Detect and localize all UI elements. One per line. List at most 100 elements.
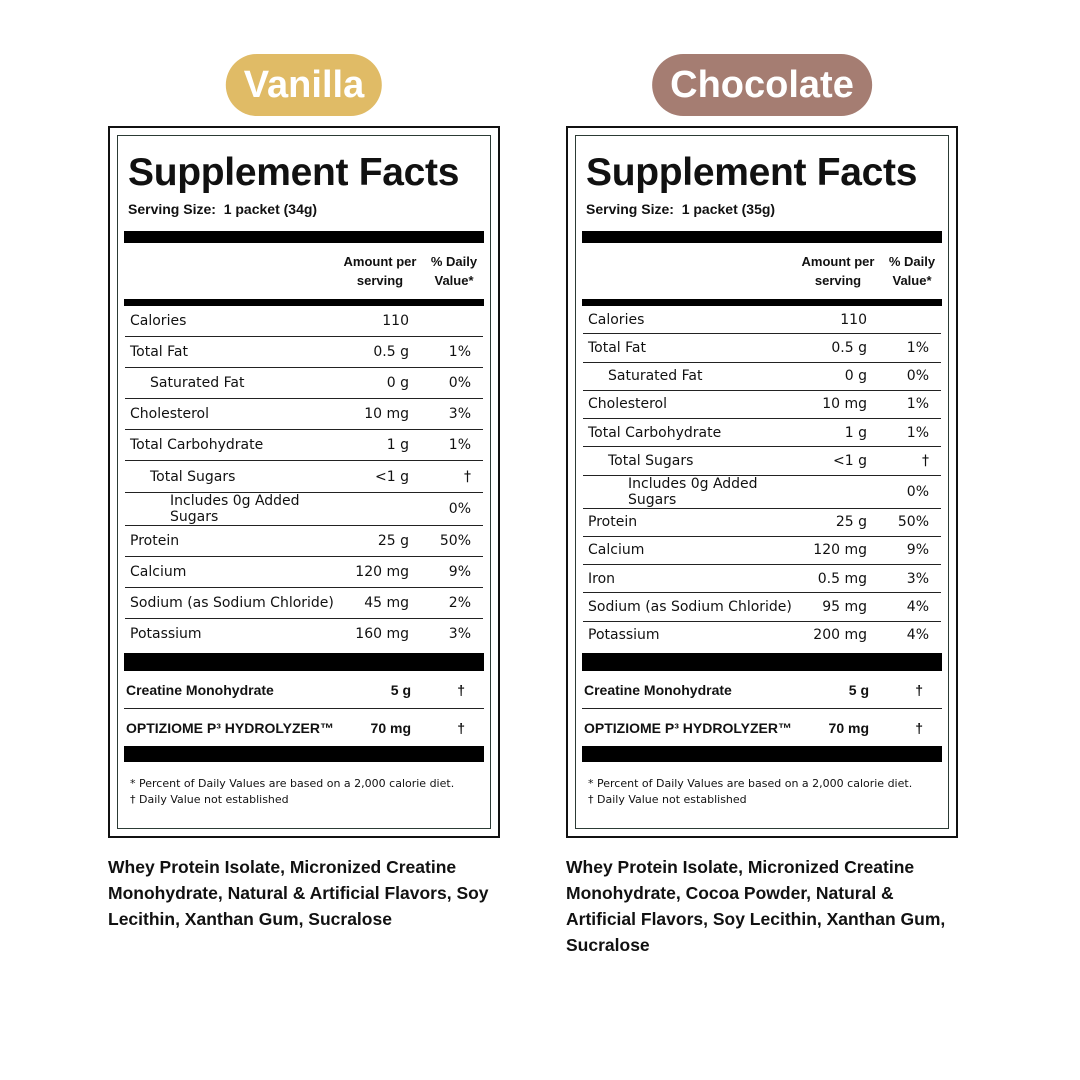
nutrient-dv: 3% xyxy=(906,570,929,587)
nutrient-amount: 1 g xyxy=(844,424,867,441)
nutrient-name: Cholesterol xyxy=(130,406,210,423)
ingredient-name: OPTIZIOME P³ HYDROLYZER™ xyxy=(126,719,334,736)
ingredient-name: Creatine Monohydrate xyxy=(584,681,732,698)
serving-value: 1 packet (35g) xyxy=(681,201,776,217)
divider-bar xyxy=(582,746,942,762)
divider-bar xyxy=(582,653,942,671)
nutrient-row: Total Carbohydrate 1 g 1% xyxy=(583,418,941,446)
ingredients: Whey Protein Isolate, Micronized Creatin… xyxy=(566,857,946,955)
nutrient-dv: 50% xyxy=(439,532,471,549)
dv-header: % Daily Value* xyxy=(430,254,478,288)
nutrient-name: Protein xyxy=(130,532,180,549)
nutrient-name: Includes 0g Added Sugars xyxy=(170,492,300,525)
column-header: Amount per serving % Daily Value* xyxy=(582,243,942,299)
footnote: * Percent of Daily Values are based on a… xyxy=(130,777,455,790)
nutrient-row: Saturated Fat 0 g 0% xyxy=(125,367,483,398)
divider-bar xyxy=(582,299,942,306)
nutrient-dv: 1% xyxy=(906,396,929,413)
nutrient-amount: 160 mg xyxy=(355,625,409,642)
nutrient-row: Sodium (as Sodium Chloride) 95 mg 4% xyxy=(583,592,941,620)
nutrient-amount: 1 g xyxy=(386,437,409,454)
footnote: * Percent of Daily Values are based on a… xyxy=(588,777,913,790)
nutrient-amount: 0.5 g xyxy=(831,339,867,356)
nutrient-name: Saturated Fat xyxy=(150,375,245,392)
nutrient-dv: 1% xyxy=(448,437,471,454)
nutrient-amount: 10 mg xyxy=(822,396,867,413)
nutrient-amount: <1 g xyxy=(375,468,409,485)
ingredient-row: OPTIZIOME P³ HYDROLYZER™ 70 mg † xyxy=(124,708,484,746)
nutrient-row: Total Fat 0.5 g 1% xyxy=(583,333,941,361)
nutrient-amount: 45 mg xyxy=(364,594,409,611)
nutrient-amount: 0 g xyxy=(844,368,867,385)
ingredient-amount: 70 mg xyxy=(370,719,411,736)
nutrient-dv: 3% xyxy=(448,406,471,423)
nutrient-name: Saturated Fat xyxy=(608,368,703,385)
nutrient-name: Calcium xyxy=(588,542,645,559)
nutrient-row: Calories 110 xyxy=(583,306,941,333)
nutrient-row: Protein 25 g 50% xyxy=(583,507,941,536)
flavor-badge: Vanilla xyxy=(225,54,383,116)
serving-size: Serving Size: 1 packet (34g) xyxy=(128,201,484,217)
nutrient-dv: 1% xyxy=(906,339,929,356)
amount-header: Amount per serving xyxy=(801,254,875,288)
nutrient-name: Protein xyxy=(588,514,638,531)
nutrient-amount: 0.5 g xyxy=(373,344,409,361)
nutrient-name: Sodium (as Sodium Chloride) xyxy=(588,599,792,616)
nutrient-dv: 9% xyxy=(448,563,471,580)
nutrient-row: Total Sugars <1 g † xyxy=(583,446,941,474)
footnote: † Daily Value not established xyxy=(588,793,747,806)
nutrient-row: Calcium 120 mg 9% xyxy=(583,535,941,564)
nutrient-amount: 110 xyxy=(382,313,409,330)
footnotes: * Percent of Daily Values are based on a… xyxy=(582,762,942,828)
divider-bar xyxy=(124,746,484,762)
nutrient-dv: † xyxy=(464,468,471,485)
nutrient-amount: 25 g xyxy=(377,532,409,549)
nutrient-name: Cholesterol xyxy=(588,396,668,413)
ingredient-dv: † xyxy=(457,681,465,698)
divider-bar xyxy=(124,231,484,243)
nutrient-row: Potassium 160 mg 3% xyxy=(125,617,483,649)
nutrient-row: Cholesterol 10 mg 3% xyxy=(125,398,483,429)
nutrient-dv: 0% xyxy=(448,375,471,392)
ingredient-dv: † xyxy=(915,719,923,736)
serving-label: Serving Size: xyxy=(586,201,674,217)
nutrient-dv: 2% xyxy=(448,594,471,611)
facts-panel: Supplement Facts Serving Size: 1 packet (… xyxy=(108,126,500,838)
ingredient-row: OPTIZIOME P³ HYDROLYZER™ 70 mg † xyxy=(582,708,942,746)
serving-size: Serving Size: 1 packet (35g) xyxy=(586,201,942,217)
nutrient-name: Total Fat xyxy=(130,344,188,361)
ingredient-row: Creatine Monohydrate 5 g † xyxy=(124,671,484,708)
nutrient-dv: 0% xyxy=(906,483,929,500)
nutrient-rows: Calories 110 Total Fat 0.5 g 1% Saturated Fat… xyxy=(582,306,942,649)
nutrient-amount: 120 mg xyxy=(355,563,409,580)
nutrient-name: Total Sugars xyxy=(608,452,694,469)
nutrient-dv: 50% xyxy=(897,514,929,531)
nutrient-name: Total Carbohydrate xyxy=(588,424,722,441)
amount-header: Amount per serving xyxy=(343,254,417,288)
ingredient-amount: 70 mg xyxy=(828,719,869,736)
nutrient-row: Total Carbohydrate 1 g 1% xyxy=(125,429,483,460)
nutrient-name: Iron xyxy=(588,570,616,587)
nutrient-dv: 0% xyxy=(906,368,929,385)
nutrient-dv: 4% xyxy=(906,599,929,616)
footnote: † Daily Value not established xyxy=(130,793,289,806)
nutrient-dv: 3% xyxy=(448,625,471,642)
nutrient-row: Calcium 120 mg 9% xyxy=(125,555,483,587)
nutrient-name: Potassium xyxy=(130,625,202,642)
dv-header: % Daily Value* xyxy=(888,254,936,288)
nutrient-row: Cholesterol 10 mg 1% xyxy=(583,389,941,418)
nutrient-amount: 10 mg xyxy=(364,406,409,423)
nutrient-row: Calories 110 xyxy=(125,306,483,336)
flavor-badge: Chocolate xyxy=(652,54,872,116)
nutrient-name: Potassium xyxy=(588,627,660,644)
nutrient-amount: 25 g xyxy=(835,514,867,531)
ingredients: Whey Protein Isolate, Micronized Creatin… xyxy=(108,857,489,929)
nutrient-name: Total Sugars xyxy=(150,468,236,485)
nutrient-row: Protein 25 g 50% xyxy=(125,524,483,556)
nutrient-dv: 1% xyxy=(906,424,929,441)
nutrient-dv: 0% xyxy=(448,500,471,517)
ingredient-amount: 5 g xyxy=(848,681,869,698)
serving-label: Serving Size: xyxy=(128,201,216,217)
divider-bar xyxy=(582,231,942,243)
nutrient-amount: <1 g xyxy=(833,452,867,469)
